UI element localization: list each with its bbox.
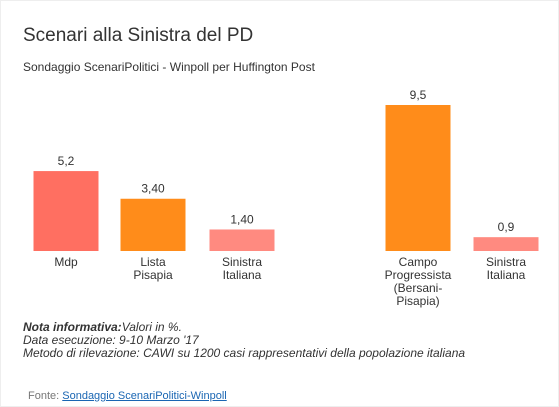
bar-sinistra-italiana [473,237,539,251]
chart-subtitle: Sondaggio ScenariPolitici - Winpoll per … [23,60,315,74]
notes-block: Nota informativa:Valori in %. Data esecu… [23,321,465,360]
chart-title: Scenari alla Sinistra del PD [23,25,254,46]
bar-sinistra-italiana [209,229,275,251]
category-label-sinistra-italiana: Sinistra Italiana [222,255,262,282]
note-informativa-text: Valori in %. [121,320,182,334]
bar-lista-pisapia [120,198,186,251]
bar-campo-progressista-bersani-pisapia [385,105,451,251]
source-link[interactable]: Sondaggio ScenariPolitici-Winpoll [62,390,227,402]
source-label: Fonte: [28,390,60,402]
value-label-sinistra-italiana: 1,40 [230,212,254,226]
category-label-sinistra-italiana: Sinistra Italiana [486,255,526,282]
note-informativa-label: Nota informativa: [23,320,122,334]
bar-mdp [33,171,99,251]
value-label-mdp: 5,2 [58,154,75,168]
category-label-campo-progressista-bersani-pisapia: Campo Progressista (Bersani-Pisapia) [385,255,452,308]
category-label-lista-pisapia: Lista Pisapia [133,255,173,282]
value-label-sinistra-italiana: 0,9 [498,220,515,234]
value-label-lista-pisapia: 3,40 [141,182,165,196]
source-line: Fonte: Sondaggio ScenariPolitici-Winpoll [28,390,227,402]
note-data-esecuzione: Data esecuzione: 9-10 Marzo '17 [23,333,199,347]
note-metodo: Metodo di rilevazione: CAWI su 1200 casi… [23,346,466,360]
bar-chart: 5,2 Mdp 3,40 Lista Pisapia 1,40 Sinistra Italia… [33,88,539,308]
category-label-mdp: Mdp [54,255,78,269]
note-informativa: Nota informativa:Valori in %. [23,321,465,334]
value-label-campo-progressista-bersani-pisapia: 9,5 [410,88,427,102]
